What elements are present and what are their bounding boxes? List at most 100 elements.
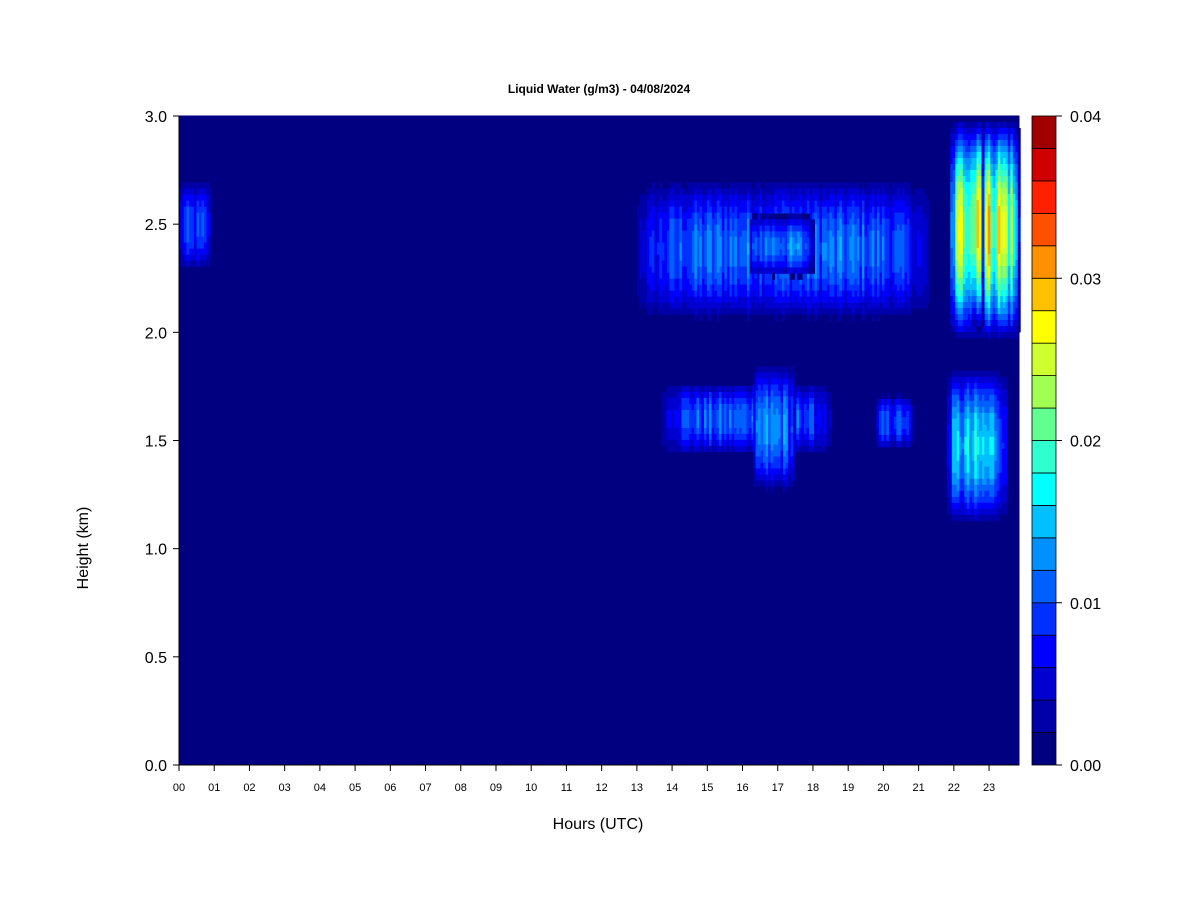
heatmap-cell	[797, 249, 800, 256]
heatmap-cell	[765, 480, 769, 487]
heatmap-cell	[746, 254, 750, 261]
heatmap-cell	[721, 182, 725, 189]
heatmap-cell	[684, 260, 688, 267]
heatmap-cell	[814, 200, 818, 207]
heatmap-cell	[674, 433, 677, 441]
heatmap-cell	[186, 260, 190, 267]
heatmap-cell	[762, 219, 765, 226]
heatmap-cell	[736, 260, 740, 267]
heatmap-cell	[896, 248, 900, 255]
heatmap-cell	[796, 421, 800, 429]
heatmap-cell	[736, 188, 740, 195]
heatmap-cell	[754, 302, 758, 309]
heatmap-cell	[676, 212, 680, 219]
heatmap-cell	[990, 314, 994, 321]
heatmap-cell	[679, 439, 682, 447]
heatmap-cell	[754, 290, 758, 297]
heatmap-cell	[726, 272, 730, 279]
heatmap-cell	[985, 212, 989, 219]
heatmap-cell	[779, 284, 783, 291]
heatmap-cell	[741, 230, 745, 237]
heatmap-cell	[816, 308, 820, 315]
heatmap-cell	[896, 428, 900, 436]
heatmap-cell	[819, 206, 823, 213]
heatmap-cell	[704, 451, 707, 459]
heatmap-cell	[804, 409, 807, 417]
heatmap-cell	[814, 397, 817, 405]
heatmap-cell	[776, 194, 780, 201]
heatmap-cell	[846, 194, 850, 201]
heatmap-cell	[711, 266, 715, 273]
heatmap-cell	[957, 176, 961, 183]
heatmap-cell	[889, 272, 893, 279]
heatmap-cell	[701, 284, 705, 291]
heatmap-cell	[869, 266, 873, 273]
heatmap-cell	[676, 284, 680, 291]
heatmap-cell	[881, 428, 885, 436]
heatmap-cell	[965, 260, 969, 267]
heatmap-cell	[819, 188, 823, 195]
heatmap-cell	[209, 194, 212, 201]
heatmap-cell	[889, 206, 893, 213]
heatmap-cell	[962, 224, 966, 231]
heatmap-cell	[774, 243, 778, 250]
heatmap-cell	[834, 200, 838, 207]
heatmap-cell	[759, 243, 763, 250]
heatmap-cell	[726, 445, 730, 453]
heatmap-cell	[829, 266, 833, 273]
heatmap-cell	[709, 236, 713, 243]
heatmap-cell	[955, 152, 959, 159]
heatmap-cell	[752, 219, 755, 226]
heatmap-cell	[773, 432, 776, 439]
heatmap-cell	[906, 212, 910, 219]
heatmap-cell	[869, 272, 873, 279]
heatmap-cell	[791, 314, 795, 321]
heatmap-cell	[889, 194, 893, 201]
heatmap-cell	[739, 421, 742, 429]
heatmap-cell	[706, 403, 710, 411]
heatmap-cell	[719, 200, 723, 207]
heatmap-cell	[957, 296, 961, 303]
heatmap-cell	[666, 260, 670, 267]
heatmap-cell	[701, 445, 705, 453]
heatmap-cell	[871, 224, 875, 231]
heatmap-cell	[777, 267, 780, 274]
heatmap-cell	[691, 188, 695, 195]
heatmap-cell	[689, 409, 692, 417]
heatmap-cell	[753, 378, 756, 385]
heatmap-cell	[967, 290, 971, 297]
heatmap-cell	[731, 212, 735, 219]
heatmap-cell	[802, 237, 805, 244]
heatmap-cell	[761, 308, 765, 315]
heatmap-cell	[689, 427, 692, 435]
heatmap-cell	[763, 474, 766, 481]
heatmap-cell	[776, 314, 780, 321]
heatmap-cell	[659, 206, 663, 213]
heatmap-cell	[191, 254, 195, 261]
heatmap-cell	[706, 260, 710, 267]
heatmap-cell	[819, 260, 823, 267]
heatmap-cell	[919, 188, 923, 195]
heatmap-cell	[639, 224, 643, 231]
heatmap-cell	[846, 296, 850, 303]
heatmap-cell	[839, 254, 843, 261]
heatmap-cell	[785, 414, 789, 421]
heatmap-cell	[646, 182, 650, 189]
heatmap-cell	[719, 278, 723, 285]
heatmap-cell	[782, 255, 785, 262]
heatmap-cell	[726, 290, 730, 297]
heatmap-cell	[952, 308, 956, 315]
heatmap-cell	[841, 212, 845, 219]
heatmap-cell	[812, 237, 815, 244]
heatmap-cell	[753, 426, 756, 433]
heatmap-cell	[201, 236, 205, 243]
heatmap-cell	[636, 224, 640, 231]
heatmap-cell	[814, 296, 818, 303]
heatmap-cell	[851, 194, 855, 201]
heatmap-cell	[799, 255, 803, 262]
heatmap-cell	[755, 414, 759, 421]
heatmap-cell	[736, 182, 740, 189]
heatmap-cell	[901, 236, 905, 243]
heatmap-cell	[671, 182, 675, 189]
heatmap-cell	[861, 206, 865, 213]
